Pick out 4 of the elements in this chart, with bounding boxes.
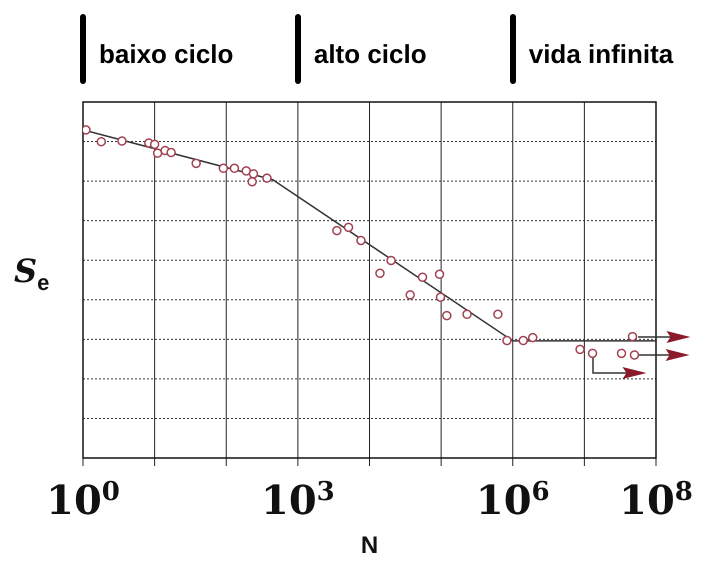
- x-axis-title: N: [360, 532, 378, 559]
- text: baixo ciclo: [99, 39, 234, 70]
- text: alto ciclo: [314, 39, 427, 70]
- text: vida infinita: [528, 39, 674, 70]
